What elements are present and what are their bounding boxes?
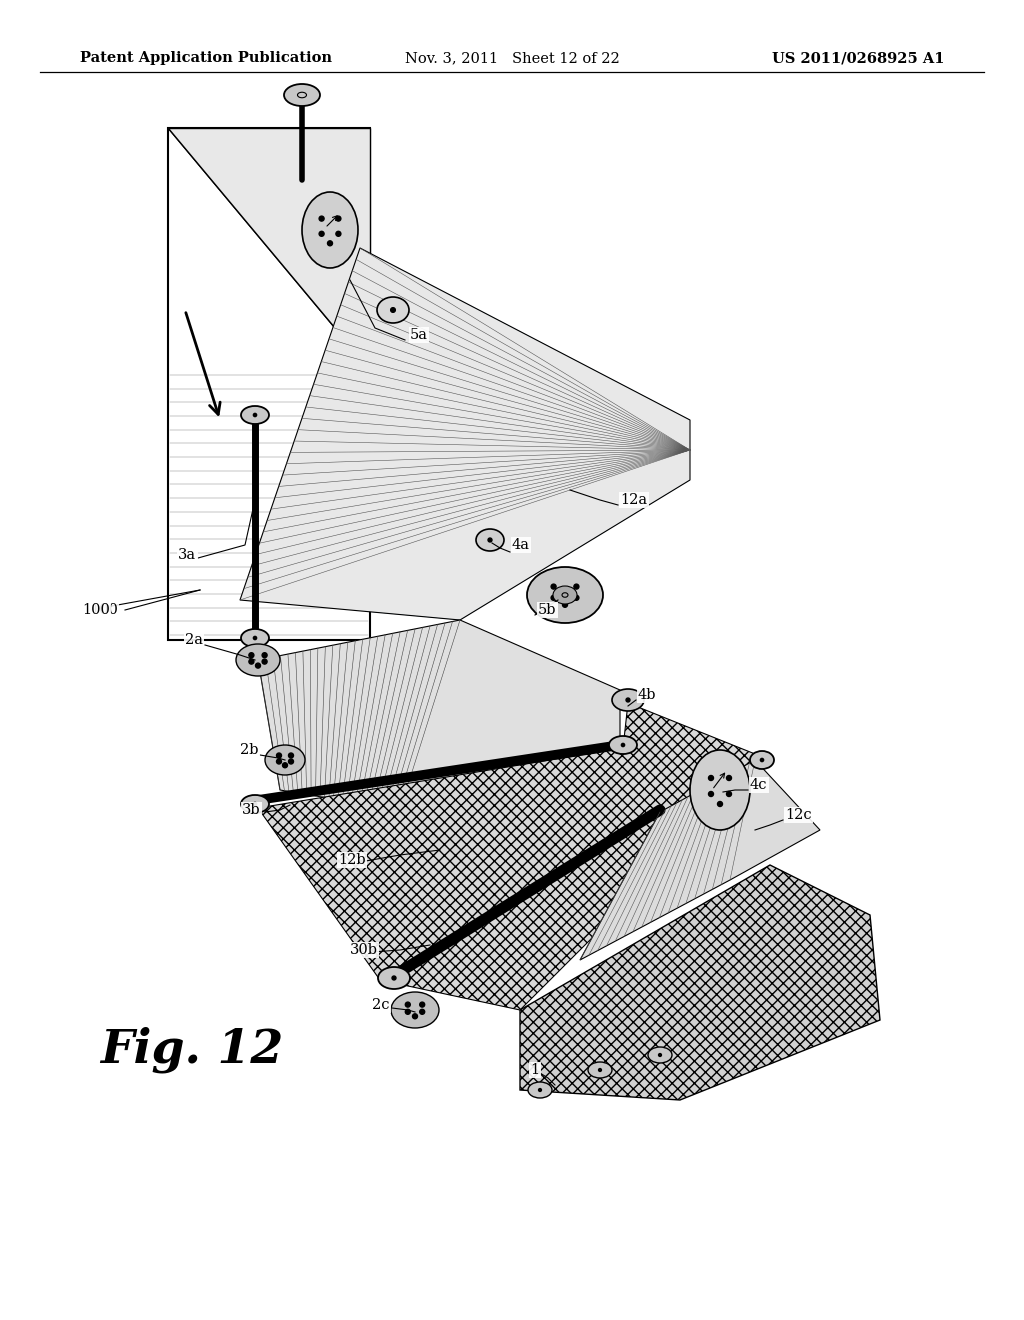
Circle shape xyxy=(253,413,257,417)
Ellipse shape xyxy=(609,737,637,754)
Polygon shape xyxy=(580,760,820,960)
Ellipse shape xyxy=(241,407,269,424)
Ellipse shape xyxy=(612,689,644,711)
Text: 12a: 12a xyxy=(620,492,647,507)
Circle shape xyxy=(253,803,257,805)
Text: 100: 100 xyxy=(82,603,110,616)
Ellipse shape xyxy=(265,744,305,775)
Circle shape xyxy=(658,1053,662,1056)
Circle shape xyxy=(622,743,625,747)
Polygon shape xyxy=(168,128,370,370)
Circle shape xyxy=(253,636,257,640)
Polygon shape xyxy=(258,704,770,1010)
Circle shape xyxy=(249,659,254,664)
Polygon shape xyxy=(168,128,370,640)
Circle shape xyxy=(256,663,260,668)
Circle shape xyxy=(551,595,556,601)
Ellipse shape xyxy=(527,568,603,623)
Circle shape xyxy=(709,776,714,780)
Text: Fig. 12: Fig. 12 xyxy=(100,1027,284,1073)
Ellipse shape xyxy=(648,1047,672,1063)
Circle shape xyxy=(562,602,567,607)
Circle shape xyxy=(319,216,325,220)
Polygon shape xyxy=(240,248,690,620)
Circle shape xyxy=(276,759,282,764)
Circle shape xyxy=(276,752,282,758)
Circle shape xyxy=(726,792,731,796)
Circle shape xyxy=(319,231,325,236)
Text: Nov. 3, 2011   Sheet 12 of 22: Nov. 3, 2011 Sheet 12 of 22 xyxy=(404,51,620,65)
Ellipse shape xyxy=(378,968,410,989)
Circle shape xyxy=(599,1069,601,1072)
Text: 5b: 5b xyxy=(538,603,556,616)
Polygon shape xyxy=(258,620,620,810)
Circle shape xyxy=(551,583,556,589)
Circle shape xyxy=(289,759,294,764)
Circle shape xyxy=(336,231,341,236)
Text: 2a: 2a xyxy=(185,634,203,647)
Text: 3b: 3b xyxy=(242,803,261,817)
Ellipse shape xyxy=(750,751,774,770)
Polygon shape xyxy=(520,865,880,1100)
Circle shape xyxy=(573,595,579,601)
Circle shape xyxy=(391,308,395,313)
Text: US 2011/0268925 A1: US 2011/0268925 A1 xyxy=(771,51,944,65)
Circle shape xyxy=(420,1002,425,1007)
Ellipse shape xyxy=(391,993,439,1028)
Circle shape xyxy=(283,763,288,768)
Text: Patent Application Publication: Patent Application Publication xyxy=(80,51,332,65)
Circle shape xyxy=(262,652,267,657)
Text: 2b: 2b xyxy=(240,743,258,756)
Text: 3a: 3a xyxy=(178,548,197,562)
Circle shape xyxy=(336,216,341,220)
Text: 1: 1 xyxy=(530,1063,539,1077)
Circle shape xyxy=(573,583,579,589)
Ellipse shape xyxy=(241,630,269,647)
Ellipse shape xyxy=(553,586,577,605)
Circle shape xyxy=(289,752,294,758)
Ellipse shape xyxy=(241,795,269,813)
Circle shape xyxy=(761,759,764,762)
Circle shape xyxy=(488,539,492,543)
Text: 12c: 12c xyxy=(785,808,812,822)
Circle shape xyxy=(539,1089,542,1092)
Text: 100: 100 xyxy=(90,603,118,616)
Circle shape xyxy=(718,801,723,807)
Ellipse shape xyxy=(588,1063,612,1078)
Ellipse shape xyxy=(528,1082,552,1098)
Circle shape xyxy=(413,1014,418,1019)
Text: 5a: 5a xyxy=(410,327,428,342)
Ellipse shape xyxy=(476,529,504,550)
Circle shape xyxy=(328,240,333,246)
Circle shape xyxy=(262,659,267,664)
Ellipse shape xyxy=(377,297,409,323)
Circle shape xyxy=(406,1002,411,1007)
Ellipse shape xyxy=(690,750,750,830)
Ellipse shape xyxy=(302,191,358,268)
Text: 4b: 4b xyxy=(638,688,656,702)
Ellipse shape xyxy=(284,84,319,106)
Circle shape xyxy=(249,652,254,657)
Circle shape xyxy=(392,975,396,979)
Circle shape xyxy=(709,792,714,796)
Text: 12b: 12b xyxy=(338,853,366,867)
Text: 4a: 4a xyxy=(512,539,530,552)
Text: 4c: 4c xyxy=(750,777,768,792)
Circle shape xyxy=(726,776,731,780)
Circle shape xyxy=(626,698,630,702)
Circle shape xyxy=(420,1010,425,1014)
Text: 30b: 30b xyxy=(350,942,378,957)
Text: 2c: 2c xyxy=(372,998,389,1012)
Ellipse shape xyxy=(236,644,280,676)
Circle shape xyxy=(406,1010,411,1014)
Polygon shape xyxy=(240,248,690,620)
